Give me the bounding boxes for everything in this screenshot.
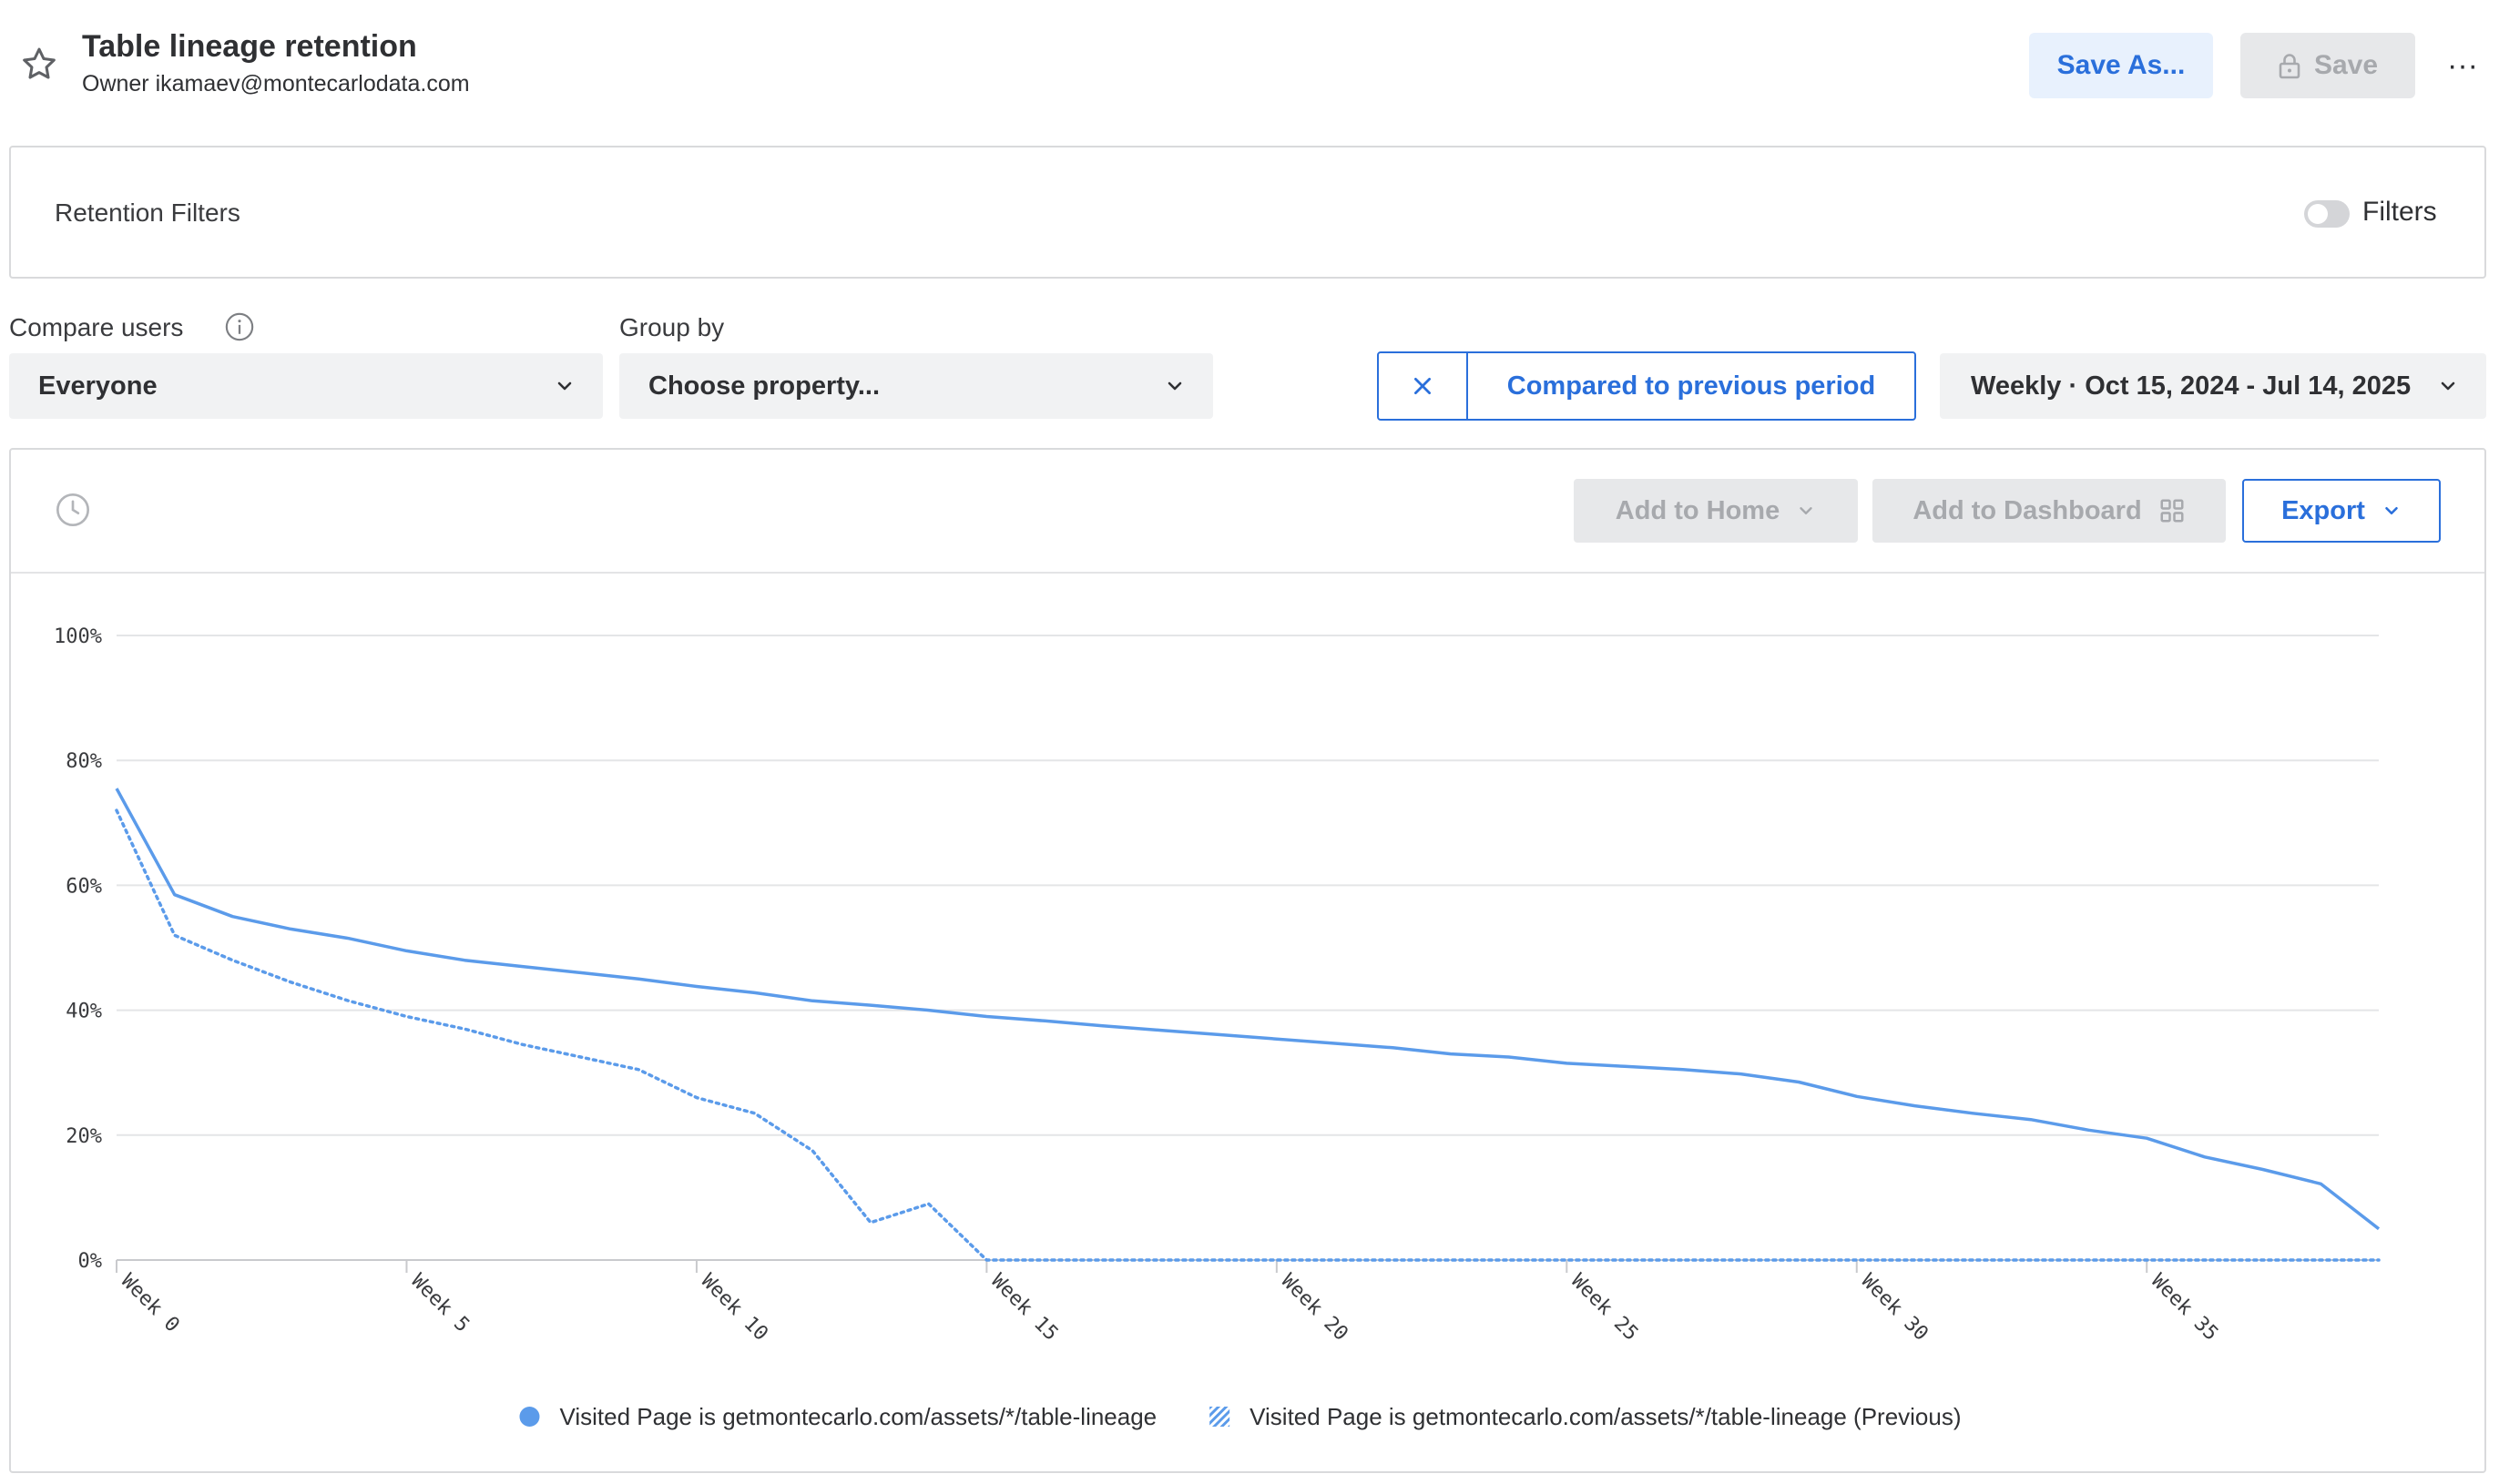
y-tick-label: 40%: [66, 1001, 102, 1023]
export-label: Export: [2281, 495, 2365, 525]
panel-divider: [11, 572, 2484, 574]
legend-label: Visited Page is getmontecarlo.com/assets…: [1250, 1403, 1961, 1430]
legend-label: Visited Page is getmontecarlo.com/assets…: [559, 1403, 1157, 1430]
chart-panel: [9, 448, 2486, 1473]
retention-filters-panel: [9, 146, 2486, 279]
date-range-select[interactable]: Weekly · Oct 15, 2024 - Jul 14, 2025: [1940, 353, 2486, 419]
previous-period-line: [115, 808, 2381, 1262]
add-to-dashboard-button[interactable]: Add to Dashboard: [1872, 479, 2226, 543]
date-range-value: Weekly · Oct 15, 2024 - Jul 14, 2025: [1971, 371, 2412, 401]
x-tick-label: Week 0: [117, 1270, 184, 1337]
chevron-down-icon: [2385, 506, 2398, 515]
chevron-down-icon: [557, 381, 572, 391]
clock-icon[interactable]: [55, 492, 91, 528]
lock-icon: [2279, 54, 2300, 79]
compare-users-label: Compare users: [9, 313, 184, 341]
retention-filters-title: Retention Filters: [55, 198, 240, 227]
y-tick-label: 20%: [66, 1125, 102, 1148]
chevron-down-icon: [1168, 381, 1182, 391]
x-tick-label: Week 30: [1857, 1270, 1933, 1346]
y-tick-label: 0%: [78, 1250, 103, 1273]
y-tick-label: 80%: [66, 750, 102, 773]
group-by-label: Group by: [619, 313, 725, 341]
compare-period-label[interactable]: Compared to previous period: [1506, 371, 1876, 401]
star-icon[interactable]: [18, 44, 60, 86]
chevron-down-icon: [1800, 507, 1812, 514]
page-title: Table lineage retention: [82, 29, 417, 64]
save-button[interactable]: Save: [2240, 33, 2415, 98]
x-tick-label: Week 5: [406, 1270, 474, 1337]
x-tick-label: Week 35: [2147, 1270, 2222, 1346]
add-to-home-button[interactable]: Add to Home: [1574, 479, 1858, 543]
legend-dot-marker: [519, 1407, 540, 1427]
legend-item[interactable]: Visited Page is getmontecarlo.com/assets…: [1209, 1403, 1962, 1430]
current-period-line: [115, 788, 2381, 1231]
owner-text: Owner ikamaev@montecarlodata.com: [82, 71, 470, 97]
save-button-label: Save: [2313, 50, 2379, 80]
save-as-button[interactable]: Save As...: [2029, 33, 2213, 98]
legend-item[interactable]: Visited Page is getmontecarlo.com/assets…: [519, 1403, 1157, 1430]
info-icon[interactable]: [224, 311, 255, 342]
add-to-dashboard-label: Add to Dashboard: [1912, 495, 2142, 525]
retention-line-chart: 0% 20% 40% 60% 80% 100% Week 0 Week 5 Week 10 Wee…: [54, 625, 2381, 1430]
close-icon: [1414, 378, 1431, 394]
dashboard-grid-icon: [2160, 499, 2184, 523]
filters-toggle-label: Filters: [2362, 197, 2437, 227]
compare-period-chip: [1377, 351, 1916, 421]
y-tick-label: 60%: [66, 875, 102, 898]
legend-hatch-marker: [1209, 1407, 1230, 1427]
remove-comparison-button[interactable]: [1379, 353, 1468, 419]
compare-users-value: Everyone: [38, 371, 158, 401]
more-options-icon[interactable]: ···: [2447, 47, 2478, 83]
x-tick-label: Week 25: [1566, 1270, 1642, 1346]
y-tick-label: 100%: [54, 625, 102, 648]
group-by-value: Choose property...: [648, 371, 881, 401]
x-tick-label: Week 10: [697, 1270, 772, 1346]
compare-users-select[interactable]: Everyone: [9, 353, 603, 419]
add-to-home-label: Add to Home: [1615, 495, 1780, 525]
export-button[interactable]: Export: [2242, 479, 2441, 543]
group-by-select[interactable]: Choose property...: [619, 353, 1213, 419]
filters-toggle-knob: [2308, 204, 2328, 224]
x-tick-label: Week 20: [1277, 1270, 1352, 1346]
chevron-down-icon: [2441, 381, 2455, 391]
x-tick-label: Week 15: [986, 1270, 1062, 1346]
